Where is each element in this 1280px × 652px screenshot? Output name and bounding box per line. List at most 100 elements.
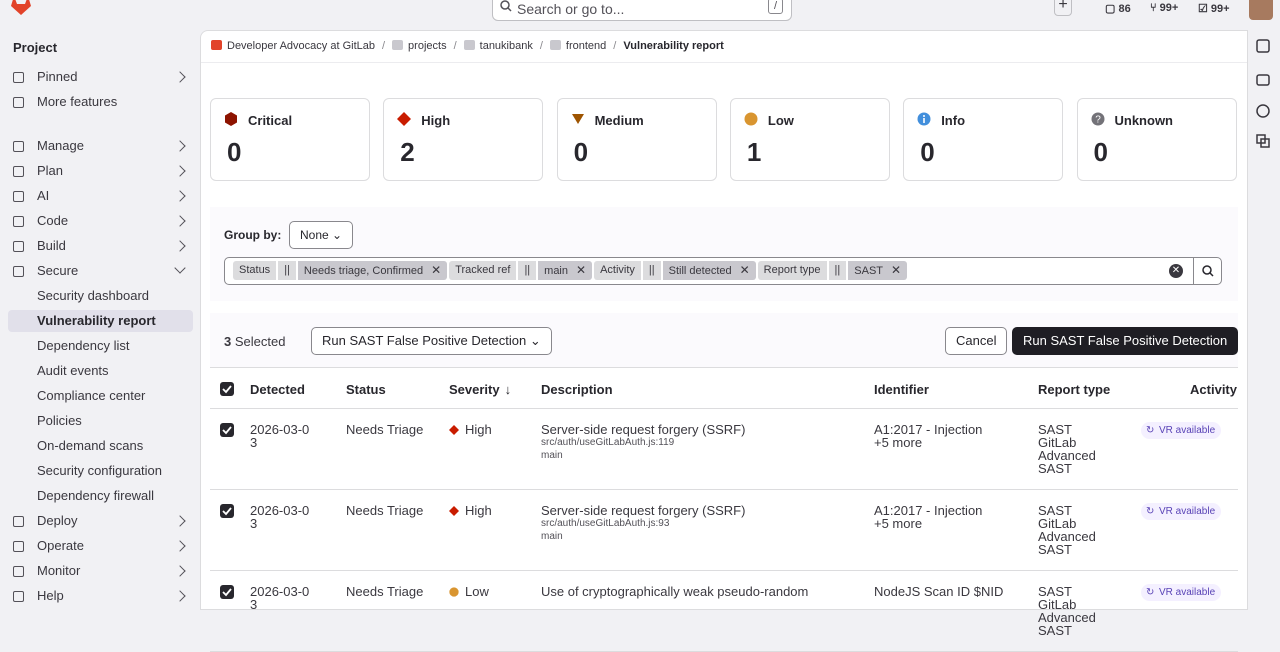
token-operator: ||: [828, 261, 847, 280]
todo-count-text: 99+: [1210, 3, 1230, 15]
token-value[interactable]: Needs triage, Confirmed ✕: [297, 261, 448, 280]
token-remove[interactable]: ✕: [739, 263, 750, 277]
checkbox[interactable]: [220, 382, 234, 396]
breadcrumb[interactable]: Developer Advocacy at GitLab: [227, 40, 375, 52]
severity-card[interactable]: Info 0: [903, 98, 1064, 181]
status: Needs Triage: [346, 503, 424, 518]
breadcrumb-icon: [549, 40, 561, 50]
sidebar-item-label: Policies: [37, 413, 82, 428]
severity-icon: [449, 506, 459, 516]
mr-count[interactable]: ⑂ 99+: [1150, 2, 1179, 14]
severity-card[interactable]: Low 1: [729, 98, 890, 181]
file-path: src/auth/useGitLabAuth.js:93: [541, 518, 670, 529]
column-header[interactable]: Identifier: [874, 382, 929, 397]
sidebar-item[interactable]: Code: [13, 210, 186, 232]
status: Needs Triage: [346, 584, 424, 599]
sidebar-item[interactable]: Pinned: [13, 66, 186, 88]
sidebar-item[interactable]: Help: [13, 585, 186, 607]
identifier-more: +5 more: [874, 516, 923, 531]
report-type-name: SAST: [1038, 584, 1072, 599]
sidebar-item[interactable]: Compliance center: [8, 385, 193, 407]
sidebar-item[interactable]: Plan: [13, 160, 186, 182]
search-icon: [500, 0, 512, 12]
column-header[interactable]: Detected: [250, 382, 305, 397]
sidebar-item[interactable]: Vulnerability report: [8, 310, 193, 332]
token-value[interactable]: main ✕: [538, 261, 593, 280]
checkbox[interactable]: [220, 423, 234, 437]
scanner: GitLab Advanced SAST: [1038, 435, 1096, 476]
description-title[interactable]: Server-side request forgery (SSRF): [541, 422, 746, 437]
token-value[interactable]: Still detected ✕: [662, 261, 756, 280]
breadcrumb[interactable]: tanukibank: [479, 40, 533, 52]
breadcrumb-separator: /: [613, 40, 617, 52]
severity-card[interactable]: Critical 0: [210, 98, 370, 181]
breadcrumb[interactable]: frontend: [565, 40, 607, 52]
sidebar-item[interactable]: Dependency list: [8, 335, 193, 357]
cancel-button[interactable]: Cancel: [945, 327, 1008, 355]
sidebar-item[interactable]: Build: [13, 235, 186, 257]
severity: High: [449, 423, 492, 436]
column-header-text: Report type: [1038, 382, 1111, 397]
sidebar-icon: [13, 241, 24, 252]
column-header[interactable]: Status: [346, 382, 386, 397]
issues-count[interactable]: ▢ 86: [1105, 3, 1131, 15]
checkbox[interactable]: [220, 585, 234, 599]
bulk-action-dropdown[interactable]: Run SAST False Positive Detection ⌄: [311, 327, 552, 355]
breadcrumb[interactable]: Vulnerability report: [623, 40, 724, 52]
detected-date: 2026-03-03: [250, 503, 310, 531]
identifier-more: +5 more: [874, 435, 923, 450]
breadcrumb[interactable]: projects: [408, 40, 447, 52]
filter-bar[interactable]: ✕ Status || Needs triage, Confirmed ✕ Tracke…: [224, 257, 1222, 285]
badge-icon: ↻: [1146, 587, 1155, 598]
activity-badge[interactable]: ↻ VR available: [1141, 422, 1222, 439]
sidebar-item[interactable]: Deploy: [13, 510, 186, 532]
sidebar-item[interactable]: Audit events: [8, 360, 193, 382]
checkbox[interactable]: [220, 504, 234, 518]
column-header[interactable]: Description: [541, 382, 613, 397]
sidebar-item[interactable]: More features: [13, 91, 117, 113]
gitlab-logo[interactable]: [10, 0, 32, 16]
todo-count[interactable]: ☑ 99+: [1198, 3, 1230, 15]
description-title[interactable]: Use of cryptographically weak pseudo-ran…: [541, 584, 809, 599]
column-header[interactable]: Report type: [1038, 382, 1110, 397]
sidebar-title: Project: [13, 40, 58, 55]
severity-label: High: [421, 113, 451, 128]
severity-label: Unknown: [1114, 113, 1174, 128]
sidebar-item[interactable]: On-demand scans: [8, 435, 193, 457]
sidebar-item[interactable]: Secure: [13, 260, 186, 282]
sidebar-item[interactable]: Security configuration: [8, 460, 193, 482]
sidebar-item[interactable]: Manage: [13, 135, 186, 157]
run-button[interactable]: Run SAST False Positive Detection: [1012, 327, 1239, 355]
severity-card[interactable]: Medium 0: [556, 98, 717, 181]
token-remove[interactable]: ✕: [431, 263, 442, 277]
search-box[interactable]: Search or go to... /: [492, 0, 792, 21]
severity-card[interactable]: ? Unknown 0: [1076, 98, 1237, 181]
severity-text: High: [465, 503, 492, 518]
token-remove[interactable]: ✕: [891, 263, 902, 277]
sidebar-item[interactable]: AI: [13, 185, 186, 207]
clear-filter[interactable]: ✕: [1169, 264, 1183, 278]
activity-badge[interactable]: ↻ VR available: [1141, 503, 1222, 520]
activity-badge[interactable]: ↻ VR available: [1141, 584, 1222, 601]
sidebar-item[interactable]: Dependency firewall: [8, 485, 193, 507]
group-by-dropdown[interactable]: None ⌄: [289, 221, 354, 249]
new-button[interactable]: +: [1054, 0, 1072, 16]
identifier: NodeJS Scan ID $NID: [874, 585, 1003, 598]
token-key: Activity: [594, 261, 641, 280]
avatar[interactable]: [1249, 0, 1273, 20]
description-title[interactable]: Server-side request forgery (SSRF): [541, 503, 746, 518]
sidebar-item[interactable]: Security dashboard: [8, 285, 193, 307]
token-remove[interactable]: ✕: [576, 263, 587, 277]
sidebar-item[interactable]: Policies: [8, 410, 193, 432]
sidebar-item[interactable]: Operate: [13, 535, 186, 557]
sidebar-item-label: Plan: [37, 163, 64, 178]
group-by-value: None: [300, 228, 329, 242]
search-button[interactable]: [1193, 258, 1221, 284]
token-value[interactable]: SAST ✕: [848, 261, 908, 280]
sidebar-item[interactable]: Monitor: [13, 560, 186, 582]
severity-label: Low: [767, 113, 794, 128]
severity-card[interactable]: High 2: [383, 98, 544, 181]
column-header[interactable]: Severity ↓: [449, 382, 511, 397]
column-header[interactable]: Activity: [1190, 382, 1237, 397]
bulk-dropdown-text: Run SAST False Positive Detection: [322, 333, 527, 348]
